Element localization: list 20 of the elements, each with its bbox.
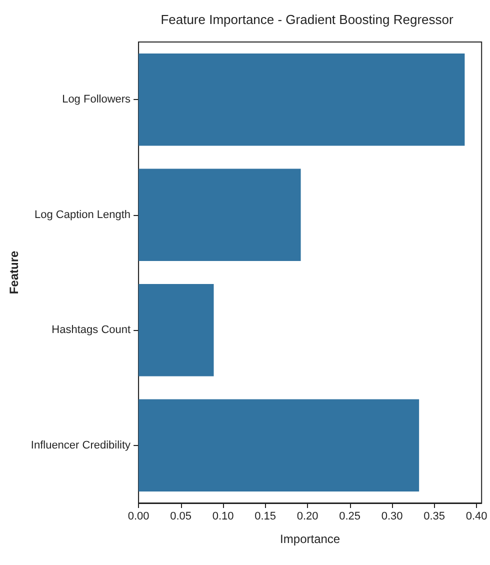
y-tick-label: Log Caption Length — [34, 208, 131, 221]
bar — [138, 54, 465, 146]
y-tick-label: Hashtags Count — [52, 324, 131, 336]
x-tick-label: 0.00 — [128, 510, 150, 522]
chart-title: Feature Importance - Gradient Boosting Regressor — [160, 12, 454, 27]
bar — [138, 168, 301, 261]
x-tick-label: 0.35 — [424, 510, 445, 522]
x-tick-label: 0.20 — [296, 510, 318, 522]
y-axis-title: Feature — [7, 250, 21, 294]
bar — [138, 399, 420, 492]
x-tick-label: 0.25 — [339, 510, 360, 522]
x-tick-label: 0.15 — [254, 510, 276, 522]
x-axis-title: Importance — [280, 532, 340, 546]
x-tick-label: 0.40 — [466, 510, 488, 522]
bar — [138, 284, 214, 376]
x-tick-label: 0.05 — [170, 510, 192, 522]
x-tick-label: 0.10 — [212, 510, 234, 522]
y-tick-label: Influencer Credibility — [30, 439, 132, 452]
y-tick-label: Log Followers — [62, 94, 132, 106]
x-tick-label: 0.30 — [381, 510, 403, 522]
